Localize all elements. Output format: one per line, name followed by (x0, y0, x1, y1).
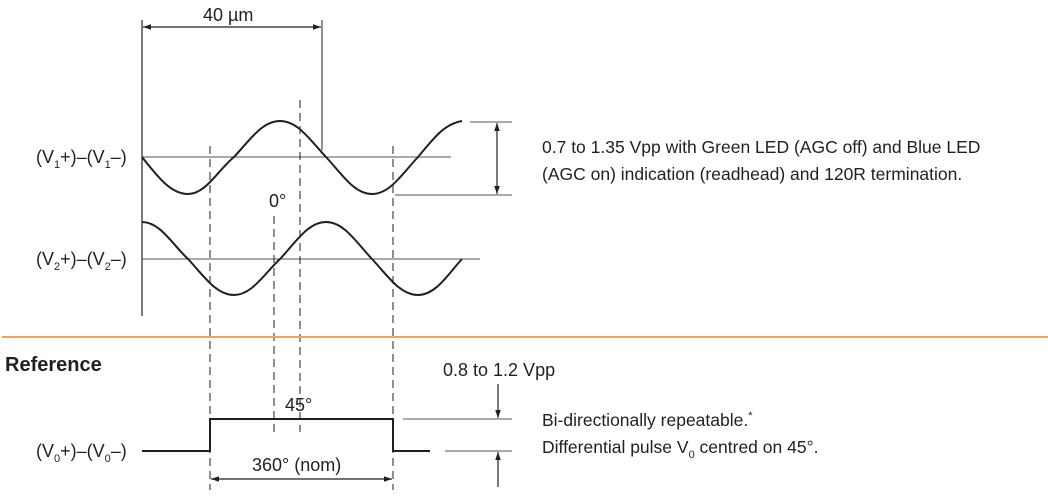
incremental-note: 0.7 to 1.35 Vpp with Green LED (AGC off)… (542, 137, 981, 184)
v1-waveform (141, 119, 463, 196)
v1-signal-label: (V1+)–(V1–) (36, 147, 127, 171)
ref-amplitude-label: 0.8 to 1.2 Vpp (443, 360, 556, 380)
period-dimension-label: 40 µm (203, 5, 254, 25)
reference-note: Bi-directionally repeatable.* Differenti… (542, 410, 819, 461)
section-heading: Reference (5, 354, 102, 376)
phase-zero-label: 0° (269, 191, 287, 211)
v0-pulse-waveform (142, 418, 430, 452)
phase-45-label: 45° (285, 395, 313, 415)
pulse-width-label: 360° (nom) (252, 455, 342, 475)
v2-signal-label: (V2+)–(V2–) (36, 249, 127, 273)
v0-signal-label: (V0+)–(V0–) (36, 441, 127, 465)
